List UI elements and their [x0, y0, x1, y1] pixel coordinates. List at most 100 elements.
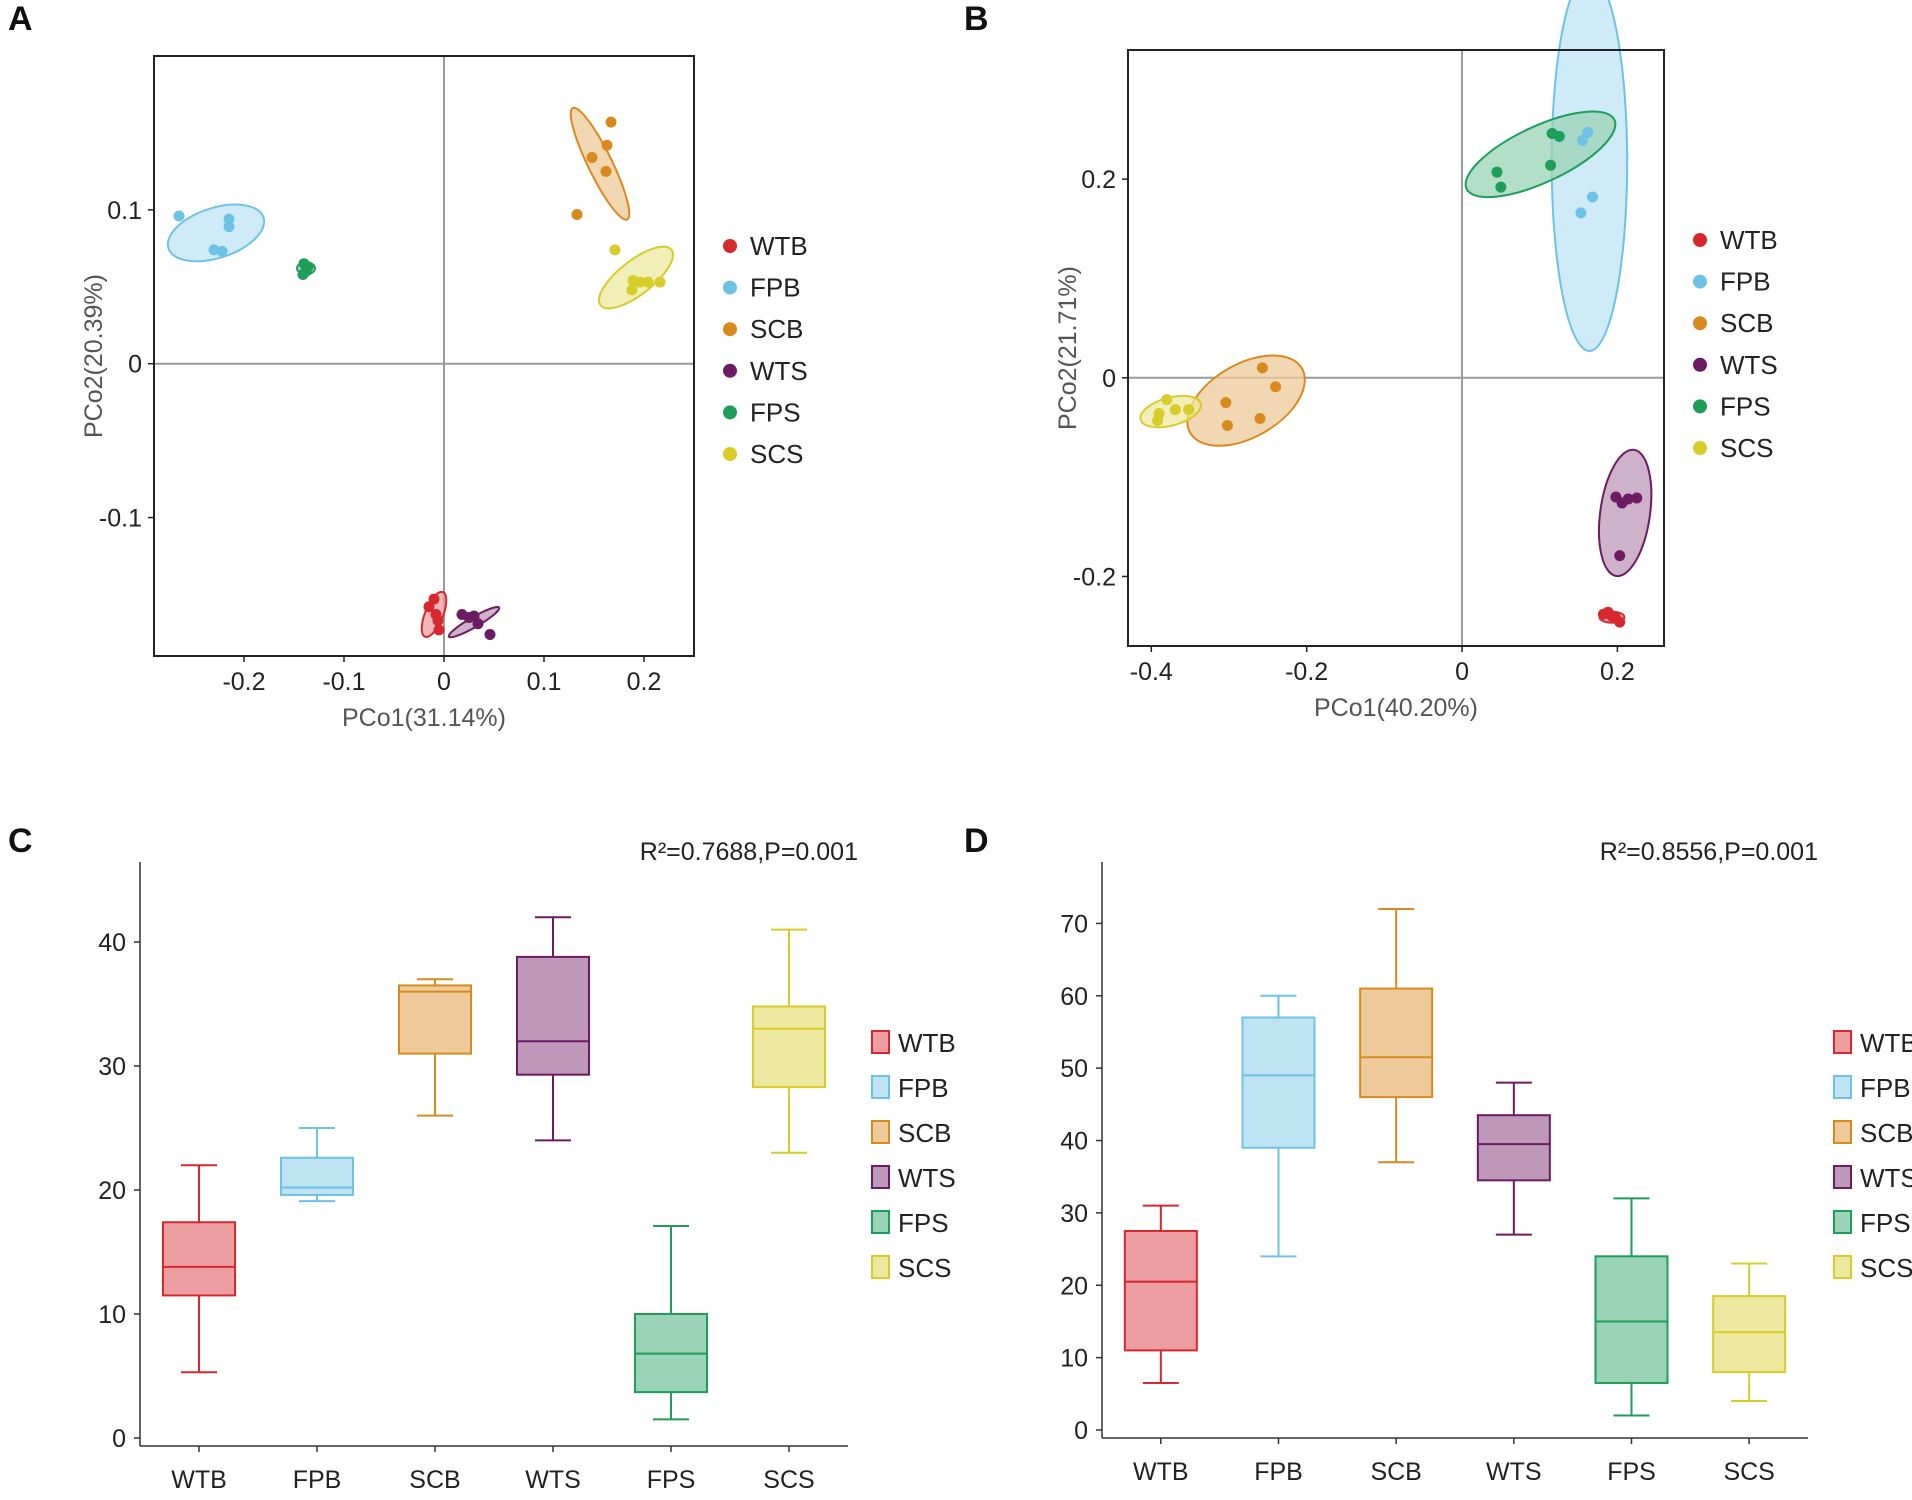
- legend-swatch-scb: [871, 1120, 890, 1144]
- legend-swatch-scb: [1833, 1120, 1852, 1144]
- y-tick-label: 10: [1060, 1345, 1088, 1373]
- data-point-fps: [1491, 166, 1503, 178]
- data-point-fpb: [1582, 126, 1594, 138]
- panel-letter-c: C: [8, 822, 33, 860]
- data-point-wts: [1622, 493, 1634, 505]
- legend-marker-wts: [723, 363, 737, 378]
- legend-label: SCB: [1720, 308, 1773, 338]
- box-wtb: [162, 1221, 236, 1297]
- data-point-fpb: [1587, 191, 1599, 203]
- legend-label: FPB: [750, 273, 801, 303]
- data-point-fps: [297, 268, 309, 280]
- legend-marker-fpb: [723, 280, 737, 295]
- x-tick-label: SCB: [1370, 1458, 1421, 1486]
- y-tick-label: -0.1: [99, 505, 142, 533]
- y-tick-label: 10: [98, 1301, 126, 1329]
- data-point-wts: [472, 618, 484, 630]
- stats-annotation: R²=0.7688,P=0.001: [640, 838, 858, 866]
- x-tick-label: WTB: [1133, 1458, 1189, 1486]
- stats-annotation: R²=0.8556,P=0.001: [1600, 838, 1818, 866]
- data-point-scb: [1220, 397, 1232, 409]
- legend-marker-wts: [1693, 357, 1707, 372]
- y-tick-label: 70: [1060, 910, 1088, 938]
- box-wtb: [1123, 1229, 1198, 1352]
- x-tick-label: FPS: [647, 1466, 696, 1494]
- legend-label: SCS: [898, 1253, 951, 1283]
- legend-label: WTB: [898, 1028, 956, 1058]
- confidence-ellipse-scb: [1186, 354, 1306, 447]
- legend-marker-scs: [723, 447, 737, 461]
- data-point-scb: [1270, 381, 1282, 393]
- y-tick-label: 30: [1060, 1200, 1088, 1228]
- data-point-wts: [484, 628, 496, 640]
- legend-label: WTS: [750, 356, 808, 386]
- data-point-fpb: [216, 245, 228, 257]
- legend-swatch-fpb: [1833, 1075, 1852, 1099]
- y-tick-label: 0: [128, 351, 142, 379]
- data-point-scs: [1152, 415, 1164, 427]
- legend-swatch-wts: [871, 1165, 890, 1189]
- x-tick-label: SCB: [409, 1466, 460, 1494]
- box-wts: [1476, 1114, 1551, 1182]
- plot-frame: [1127, 49, 1665, 647]
- data-point-fpb: [1575, 207, 1587, 219]
- y-tick-label: -0.2: [1073, 563, 1116, 591]
- plot-frame: [153, 55, 695, 657]
- x-tick-label: 0: [437, 668, 451, 696]
- x-tick-label: WTS: [525, 1466, 581, 1494]
- legend-marker-fps: [723, 405, 737, 420]
- panel-letter-a: A: [8, 0, 33, 38]
- x-tick-label: 0: [1455, 658, 1469, 686]
- legend-label: FPS: [750, 397, 801, 427]
- x-tick-label: WTS: [1486, 1458, 1542, 1486]
- data-point-wts: [1631, 492, 1643, 504]
- legend-label: FPB: [1860, 1073, 1911, 1103]
- x-tick-label: SCS: [763, 1466, 814, 1494]
- legend-swatch-fps: [1833, 1210, 1852, 1234]
- legend-marker-scs: [1693, 441, 1707, 455]
- y-tick-label: 60: [1060, 983, 1088, 1011]
- data-point-fpb: [1576, 134, 1588, 146]
- confidence-ellipse-fps: [1464, 110, 1617, 199]
- box-scs: [1712, 1295, 1787, 1374]
- legend-label: WTB: [1720, 225, 1778, 255]
- box-fps: [1594, 1255, 1669, 1384]
- legend-label: WTB: [1860, 1028, 1912, 1058]
- y-tick-label: 0: [1074, 1417, 1088, 1445]
- data-point-scb: [1254, 413, 1266, 425]
- y-tick-label: 20: [1060, 1272, 1088, 1300]
- y-tick-label: 40: [1060, 1128, 1088, 1156]
- data-point-wtb: [432, 615, 444, 627]
- data-point-scs: [1169, 404, 1181, 416]
- data-point-scs: [1161, 394, 1173, 406]
- data-point-fpb: [223, 213, 235, 225]
- legend-swatch-scs: [1833, 1255, 1852, 1279]
- x-tick-label: FPB: [1254, 1458, 1303, 1486]
- x-tick-label: -0.1: [322, 668, 365, 696]
- data-point-fps: [1545, 159, 1557, 171]
- x-tick-label: 0.2: [627, 668, 662, 696]
- panel-letter-b: B: [964, 0, 989, 38]
- legend-swatch-fps: [871, 1210, 890, 1234]
- y-tick-label: 0: [1102, 365, 1116, 393]
- data-point-scs: [654, 276, 666, 288]
- data-point-fpb: [223, 221, 235, 233]
- y-tick-label: 20: [98, 1177, 126, 1205]
- legend-label: SCB: [750, 314, 803, 344]
- x-tick-label: FPS: [1607, 1458, 1656, 1486]
- confidence-ellipse-wts: [1597, 448, 1653, 578]
- x-tick-label: SCS: [1723, 1458, 1774, 1486]
- data-point-wtb: [1614, 616, 1626, 628]
- y-tick-label: 0.2: [1081, 166, 1116, 194]
- data-point-scb: [586, 152, 598, 164]
- legend-marker-fps: [1693, 399, 1707, 414]
- legend-marker-fpb: [1693, 274, 1707, 289]
- legend-swatch-wtb: [1833, 1030, 1852, 1054]
- box-fpb: [280, 1156, 354, 1196]
- confidence-ellipse-scb: [569, 106, 631, 221]
- x-axis-title: PCo1(40.20%): [1314, 694, 1478, 722]
- box-wts: [516, 955, 590, 1076]
- legend-label: SCB: [1860, 1118, 1912, 1148]
- box-scb: [398, 984, 472, 1055]
- pcoa-panel-b: -0.4 -0.2 0 0.2 -0.2 0 0.2 PCo1(40.20%) PCo2(21.…: [1054, 0, 1778, 722]
